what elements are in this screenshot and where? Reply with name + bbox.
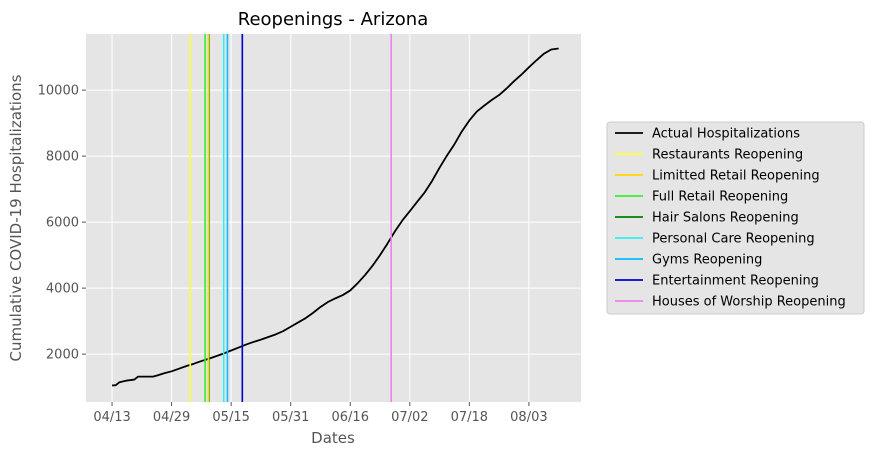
x-tick-label: 04/29 <box>153 410 190 425</box>
x-tick-label: 06/16 <box>332 410 369 425</box>
x-tick-label: 07/02 <box>391 410 428 425</box>
chart-title: Reopenings - Arizona <box>238 9 428 30</box>
x-axis-label: Dates <box>311 429 355 447</box>
y-axis-ticks: 2000 4000 6000 8000 10000 <box>38 84 86 363</box>
x-tick-label: 05/15 <box>212 410 249 425</box>
legend-hair-salons-reopening-label: Hair Salons Reopening <box>652 211 799 226</box>
legend-limitted-retail-reopening-label: Limitted Retail Reopening <box>652 169 820 184</box>
y-tick-label: 10000 <box>38 84 79 99</box>
legend-restaurants-reopening-label: Restaurants Reopening <box>652 148 803 163</box>
x-tick-label: 07/18 <box>451 410 488 425</box>
legend-actual-hospitalizations-label: Actual Hospitalizations <box>652 127 800 142</box>
legend-box <box>606 121 865 315</box>
y-tick-label: 4000 <box>46 282 79 297</box>
plot-marks <box>111 34 559 402</box>
y-tick-label: 2000 <box>46 348 79 363</box>
x-tick-label: 05/31 <box>272 410 309 425</box>
grid <box>86 34 581 402</box>
legend: Actual Hospitalizations Restaurants Reope… <box>606 121 865 315</box>
y-tick-label: 8000 <box>46 150 79 165</box>
legend-personal-care-reopening-label: Personal Care Reopening <box>652 232 815 247</box>
y-axis-label: Cumulative COVID-19 Hospitalizations <box>7 74 25 361</box>
series-line-actual-hospitalizations <box>111 47 559 387</box>
x-tick-label: 08/03 <box>510 410 547 425</box>
y-tick-label: 6000 <box>46 216 79 231</box>
legend-full-retail-reopening-label: Full Retail Reopening <box>652 190 788 205</box>
legend-gyms-reopening-label: Gyms Reopening <box>652 253 762 268</box>
x-axis-ticks: 04/13 04/29 05/15 05/31 06/16 07/02 07/18 08/03 <box>93 402 548 425</box>
x-tick-label: 04/13 <box>93 410 130 425</box>
legend-houses-of-worship-reopening-label: Houses of Worship Reopening <box>652 295 846 310</box>
legend-entertainment-reopening-label: Entertainment Reopening <box>652 274 819 289</box>
